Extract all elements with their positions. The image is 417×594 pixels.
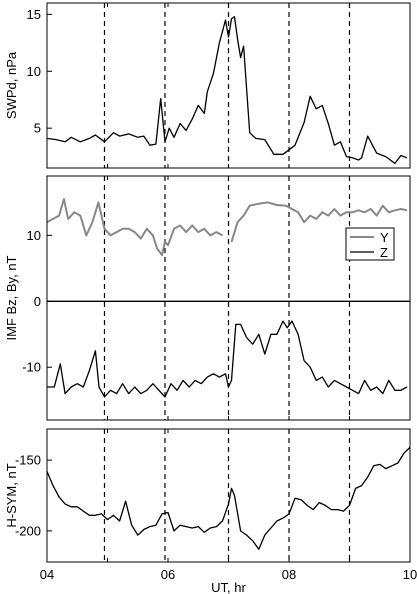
legend-label-y: Y [380, 230, 389, 245]
panel-1: 5 10 15 SWPd, nPa [4, 2, 411, 169]
panels: 5 10 15 SWPd, nPa -10 0 10 IMF Bz, By, nT YZ -150… [4, 2, 417, 594]
y-tick-label: 10 [27, 64, 41, 79]
x-tick-label: 06 [161, 567, 175, 582]
legend: YZ [345, 227, 395, 261]
y-tick-label: -200 [15, 523, 41, 538]
series-line-y [230, 201, 408, 243]
series-line [46, 16, 408, 165]
series-line [46, 446, 411, 550]
y-axis-title: H-SYM, nT [4, 463, 19, 527]
y-tick-label: 10 [27, 228, 41, 243]
panel-3: -150 -200 04 06 08 10 UT, hr H-SYM, nT [4, 428, 417, 594]
series-line-z [47, 320, 408, 398]
y-tick-label: 15 [27, 7, 41, 22]
y-tick-label: 5 [34, 121, 41, 136]
y-axis-title: SWPd, nPa [4, 51, 19, 119]
y-tick-label: -150 [15, 453, 41, 468]
x-tick-label: 04 [40, 567, 54, 582]
panel-2: -10 0 10 IMF Bz, By, nT YZ [4, 175, 411, 421]
series-line-y [46, 198, 223, 257]
legend-box [345, 227, 395, 261]
y-axis-title: IMF Bz, By, nT [4, 255, 19, 340]
x-tick-label: 08 [282, 567, 296, 582]
x-tick-label: 10 [403, 567, 417, 582]
x-axis-title: UT, hr [211, 580, 246, 594]
legend-label-z: Z [380, 245, 388, 260]
y-tick-label: -10 [22, 360, 41, 375]
y-tick-label: 0 [34, 294, 41, 309]
